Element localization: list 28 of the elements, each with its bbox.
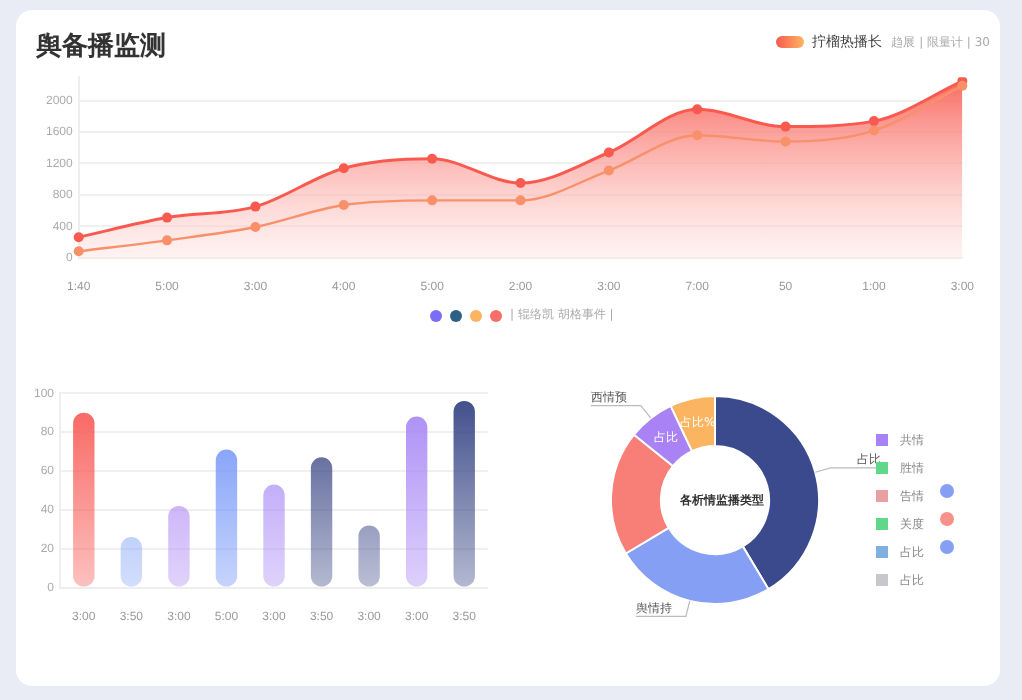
point xyxy=(692,130,703,141)
bar xyxy=(453,400,475,587)
point xyxy=(515,195,526,206)
point xyxy=(162,212,173,223)
point xyxy=(780,121,791,132)
point xyxy=(250,222,261,233)
point xyxy=(868,116,879,127)
point xyxy=(692,104,703,115)
point xyxy=(427,153,438,164)
point xyxy=(73,246,84,257)
bar xyxy=(215,449,238,587)
point xyxy=(73,232,84,243)
point xyxy=(515,178,526,189)
bar xyxy=(168,505,190,587)
point xyxy=(603,147,614,158)
point xyxy=(338,163,349,174)
bar xyxy=(73,412,95,587)
point xyxy=(427,195,438,206)
point xyxy=(250,201,261,212)
point xyxy=(780,136,791,147)
point xyxy=(868,125,879,136)
bar xyxy=(405,416,428,587)
point xyxy=(603,165,614,176)
point xyxy=(338,200,349,211)
bar xyxy=(263,484,285,587)
chart-title: 舆备播监测 xyxy=(36,30,166,64)
point xyxy=(162,235,173,246)
bar xyxy=(310,457,333,587)
